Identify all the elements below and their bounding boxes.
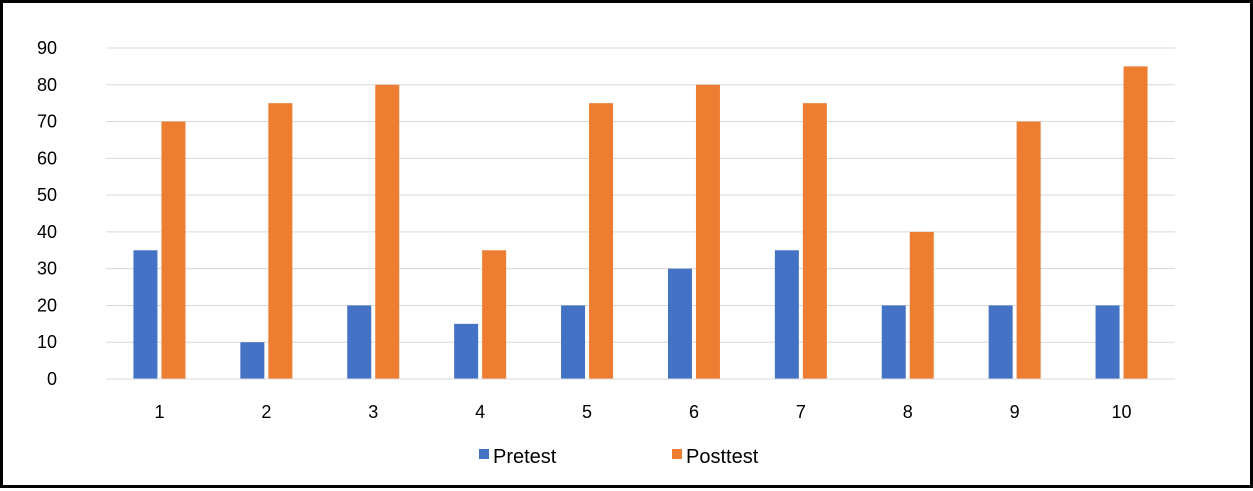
- x-tick-label: 10: [1112, 402, 1132, 422]
- gridlines: [106, 47, 1175, 343]
- y-tick-label: 60: [37, 148, 57, 168]
- y-tick-label: 0: [47, 369, 57, 389]
- y-tick-label: 10: [37, 332, 57, 352]
- bar-posttest-9: [1016, 121, 1041, 380]
- x-tick-label: 2: [261, 402, 271, 422]
- bar-pretest-1: [133, 250, 158, 379]
- bar-pretest-6: [667, 268, 692, 379]
- bar-posttest-3: [375, 84, 400, 380]
- bar-posttest-6: [695, 84, 720, 380]
- x-tick-label: 6: [689, 402, 699, 422]
- bar-pretest-3: [347, 305, 372, 379]
- x-tick-label: 9: [1010, 402, 1020, 422]
- bar-posttest-2: [268, 103, 293, 380]
- bar-posttest-10: [1123, 66, 1148, 379]
- bar-pretest-8: [881, 305, 906, 379]
- y-tick-label: 90: [37, 38, 57, 58]
- x-tick-label: 5: [582, 402, 592, 422]
- bar-pretest-5: [561, 305, 586, 379]
- y-tick-label: 20: [37, 295, 57, 315]
- bar-chart: 0 10 20 30 40 50 60 70 80 90 1 2 3 4 5 6 7 8 9 10 Pretest P…: [37, 38, 1175, 468]
- y-tick-label: 40: [37, 222, 57, 242]
- bar-posttest-1: [161, 121, 186, 380]
- bar-posttest-7: [802, 103, 827, 380]
- bars: [133, 66, 1148, 380]
- axes: 0 10 20 30 40 50 60 70 80 90 1 2 3 4 5 6 7 8 9 10: [37, 38, 1175, 422]
- bar-pretest-10: [1095, 305, 1120, 379]
- legend-swatch-pretest: [479, 449, 489, 459]
- bar-pretest-9: [988, 305, 1013, 379]
- bar-pretest-2: [240, 342, 265, 379]
- bar-posttest-4: [482, 250, 507, 379]
- legend-label-posttest: Posttest: [686, 446, 759, 468]
- legend-label-pretest: Pretest: [493, 446, 557, 468]
- x-tick-label: 4: [475, 402, 485, 422]
- x-tick-label: 1: [154, 402, 164, 422]
- bar-posttest-5: [589, 103, 614, 380]
- bar-posttest-8: [909, 231, 934, 379]
- x-tick-label: 7: [796, 402, 806, 422]
- x-tick-label: 8: [903, 402, 913, 422]
- bar-pretest-4: [454, 323, 479, 379]
- y-tick-label: 80: [37, 75, 57, 95]
- legend: Pretest Posttest: [479, 446, 759, 468]
- x-tick-label: 3: [368, 402, 378, 422]
- y-tick-label: 70: [37, 112, 57, 132]
- legend-swatch-posttest: [672, 449, 682, 459]
- y-tick-label: 50: [37, 185, 57, 205]
- y-tick-label: 30: [37, 259, 57, 279]
- bar-pretest-7: [774, 250, 799, 379]
